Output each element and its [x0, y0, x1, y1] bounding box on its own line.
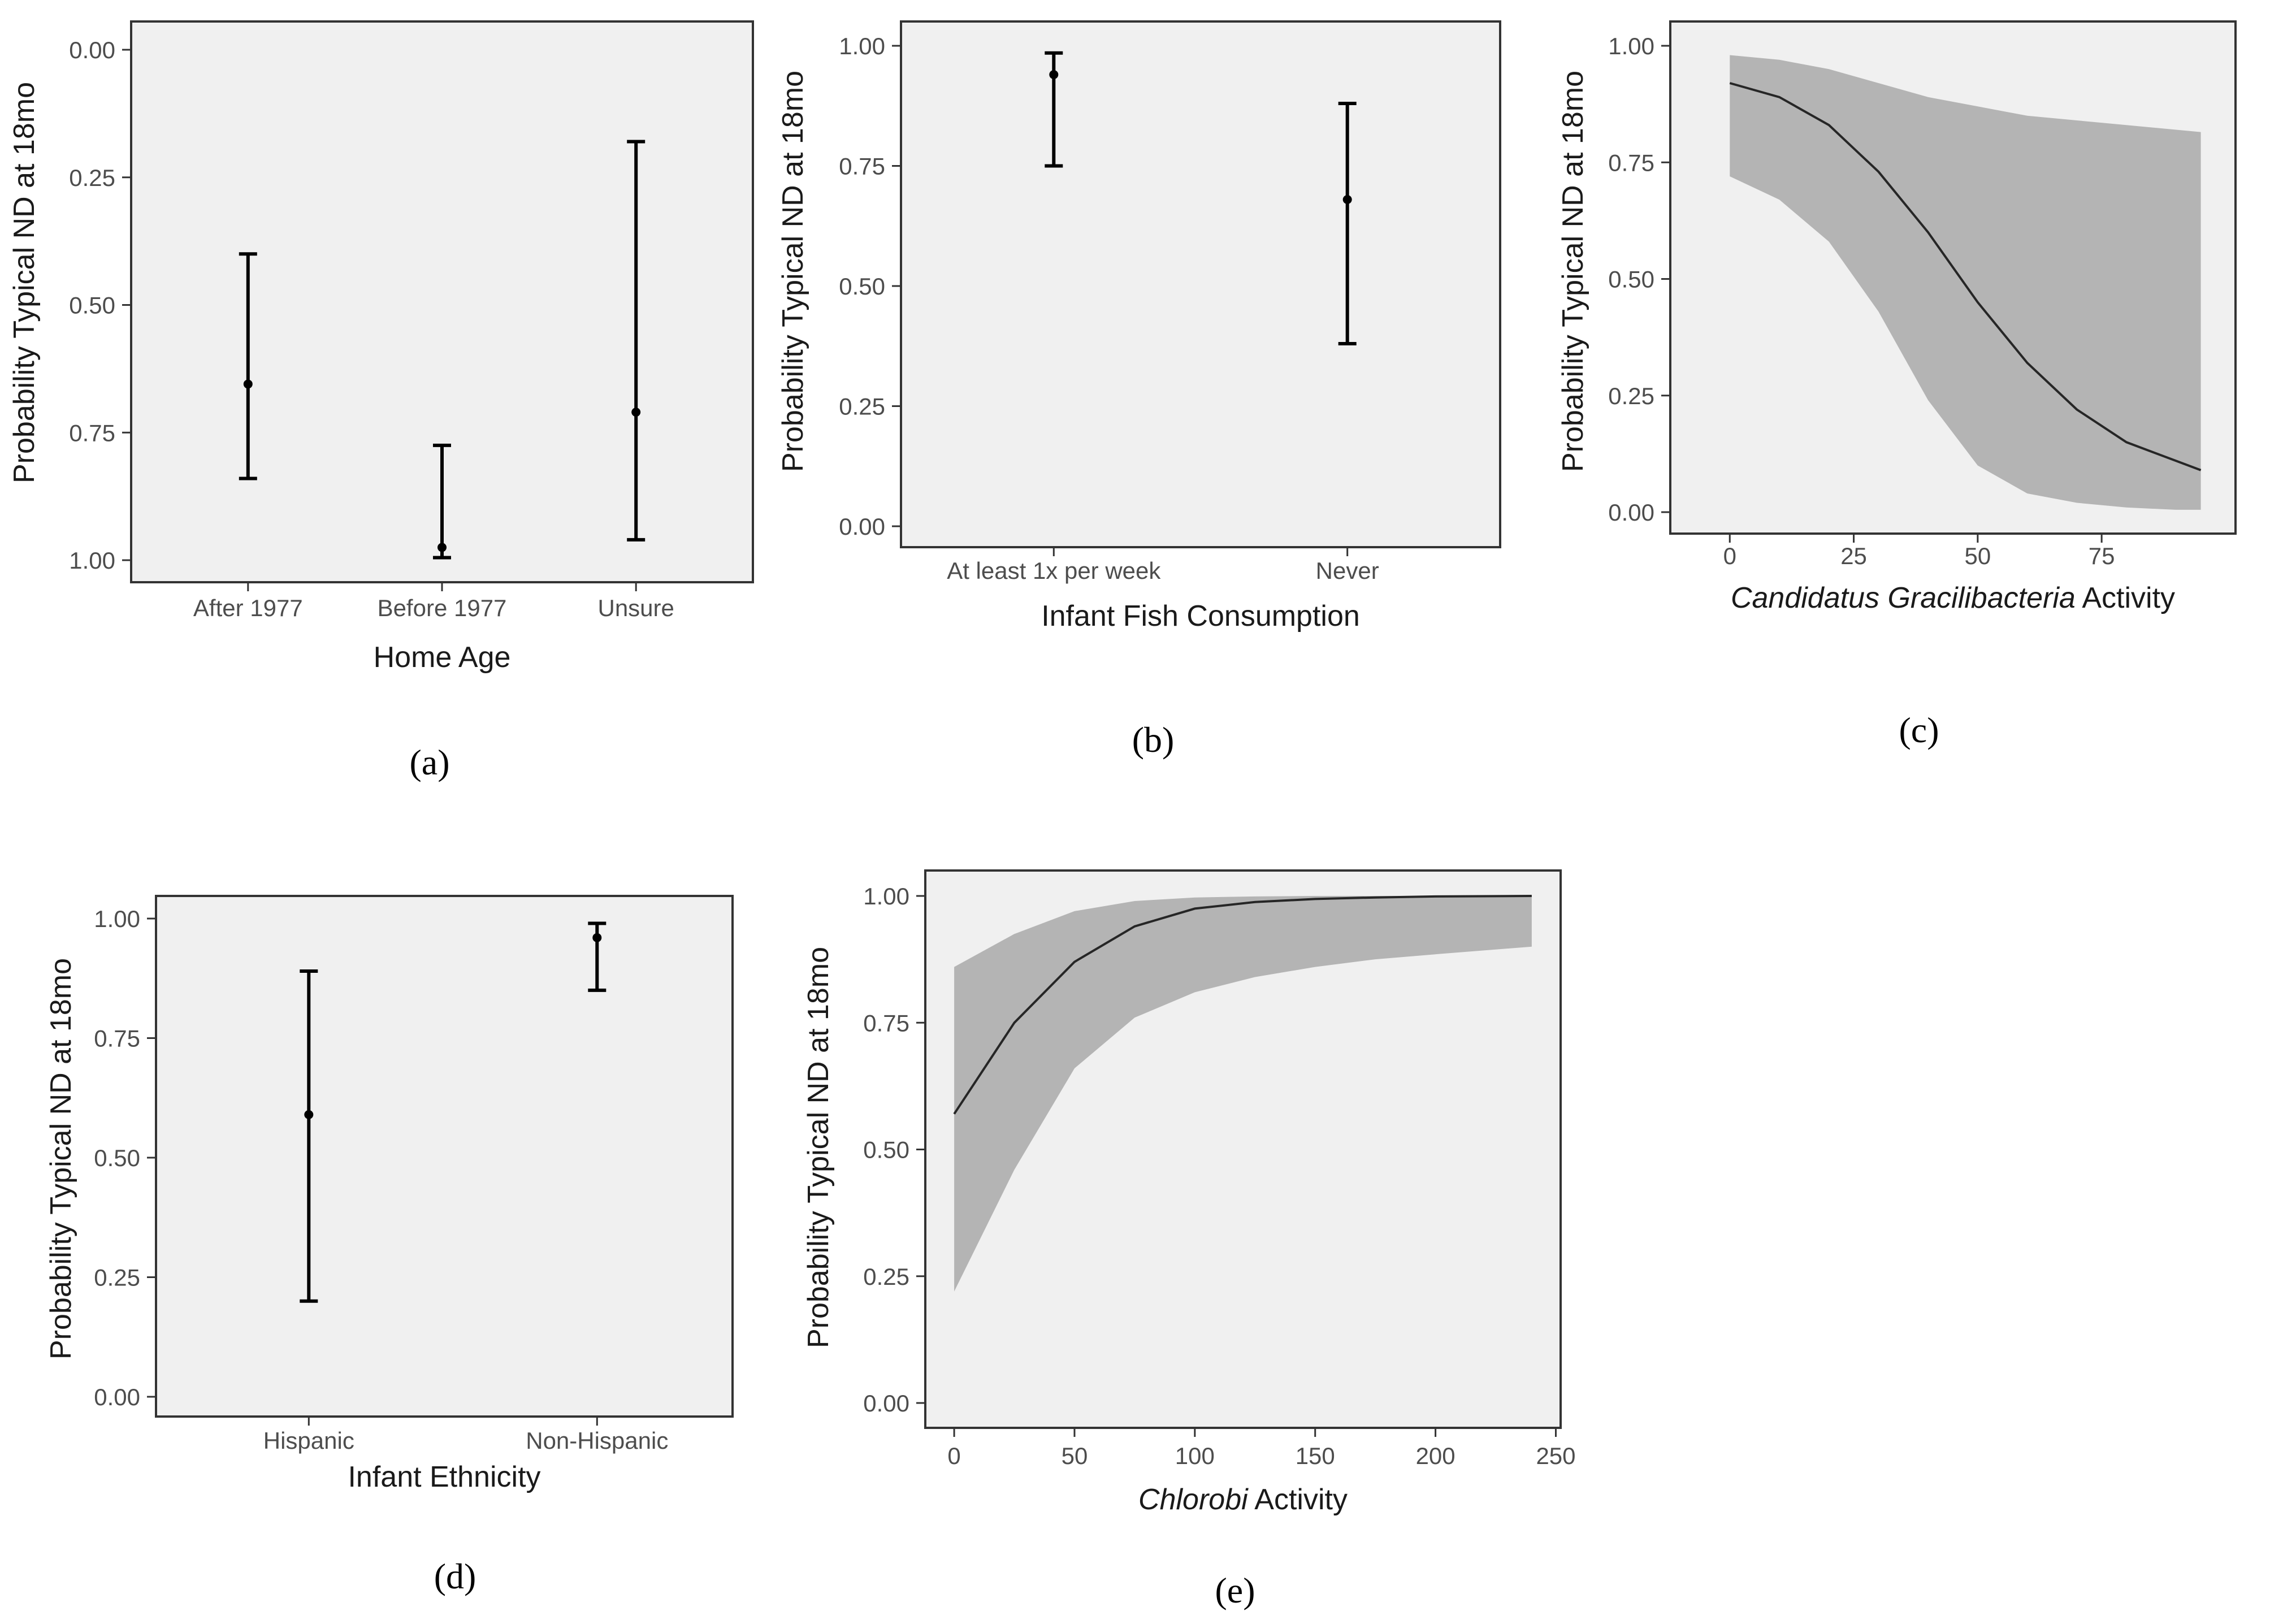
plot-area [900, 20, 1501, 548]
panel-a: 0.00 0.25 0.50 0.75 1.00 Probability Typical … [8, 20, 754, 782]
point-estimate [1342, 195, 1352, 204]
y-tick-label: 0.75 [839, 153, 885, 180]
point-estimate [1049, 70, 1059, 79]
x-tick-label: Non-Hispanic [526, 1427, 668, 1454]
x-tick-label: 0 [1723, 543, 1736, 569]
point-estimate [304, 1110, 314, 1119]
y-tick-label: 0.75 [94, 1025, 140, 1052]
plot-area [155, 895, 734, 1418]
y-tick-label: 0.00 [94, 1384, 140, 1410]
fitted-line [953, 895, 1532, 1115]
x-axis-title-italic: Chlorobi [1138, 1483, 1249, 1516]
fitted-line [1729, 82, 2202, 471]
y-tick-label: 0.75 [1608, 149, 1654, 176]
confidence-band [954, 896, 1532, 1292]
x-tick-label: 25 [1840, 543, 1867, 569]
panel-c: 0.00 0.25 0.50 0.75 1.00 Probability Typical … [1557, 20, 2237, 750]
y-axis-title: Probability Typical ND at 18mo [802, 947, 835, 1348]
y-tick-label: 1.00 [69, 547, 115, 574]
panel-label: (c) [1899, 710, 1939, 750]
x-axis-title: Chlorobi Activity [1138, 1483, 1348, 1516]
y-tick-label: 0.50 [1608, 266, 1654, 293]
x-tick-label: 100 [1175, 1443, 1215, 1469]
y-tick-label: 0.00 [863, 1390, 909, 1417]
x-tick-label: 200 [1416, 1443, 1455, 1469]
y-axis-title: Probability Typical ND at 18mo [1557, 71, 1589, 472]
panel-label: (b) [1132, 720, 1175, 760]
point-estimate [243, 379, 253, 389]
confidence-band [1730, 55, 2201, 510]
y-tick-label: 0.75 [69, 419, 115, 446]
y-tick-label: 1.00 [863, 883, 909, 910]
x-axis-title: Infant Ethnicity [348, 1461, 540, 1493]
x-tick-label: Hispanic [263, 1427, 354, 1454]
y-tick-label: 1.00 [839, 33, 885, 59]
x-axis-title-rest: Activity [1248, 1483, 1348, 1516]
x-tick-label: 150 [1296, 1443, 1335, 1469]
panel-label: (e) [1215, 1570, 1255, 1610]
y-tick-label: 0.50 [94, 1145, 140, 1171]
y-tick-label: 0.50 [863, 1137, 909, 1163]
panel-b: 0.00 0.25 0.50 0.75 1.00 Probability Typical … [777, 20, 1501, 760]
y-tick-label: 1.00 [1608, 33, 1654, 59]
x-tick-label: 0 [947, 1443, 960, 1469]
y-axis-title: Probability Typical ND at 18mo [777, 71, 809, 472]
x-tick-label: Unsure [597, 595, 674, 621]
x-tick-label: 250 [1536, 1443, 1575, 1469]
x-tick-label: 75 [2089, 543, 2115, 569]
x-tick-label: At least 1x per week [947, 557, 1161, 584]
y-axis-title: Probability Typical ND at 18mo [8, 82, 41, 483]
y-tick-label: 0.75 [863, 1010, 909, 1036]
x-axis-title: Candidatus Gracilibacteria Activity [1731, 582, 2175, 614]
x-tick-label: 50 [1062, 1443, 1088, 1469]
panel-label: (a) [409, 742, 449, 782]
y-tick-label: 0.25 [69, 164, 115, 191]
y-tick-label: 0.25 [839, 393, 885, 420]
x-axis-title: Home Age [374, 641, 511, 674]
y-tick-label: 0.25 [1608, 383, 1654, 409]
panel-e: 0.00 0.25 0.50 0.75 1.00 Probability Typical … [802, 869, 1576, 1610]
y-tick-label: 0.00 [839, 513, 885, 540]
y-tick-label: 0.25 [94, 1264, 140, 1291]
panel-d: 0.00 0.25 0.50 0.75 1.00 Probability Typical … [45, 895, 734, 1596]
x-axis-title: Infant Fish Consumption [1041, 600, 1360, 633]
x-axis-title-rest: Activity [2076, 582, 2175, 614]
y-tick-label: 0.50 [839, 273, 885, 300]
y-tick-label: 0.25 [863, 1263, 909, 1290]
x-tick-label: Never [1316, 557, 1379, 584]
y-tick-label: 0.00 [1608, 499, 1654, 526]
panel-label: (d) [434, 1556, 476, 1596]
y-tick-label: 1.00 [94, 906, 140, 932]
y-tick-label: 0.00 [69, 37, 115, 63]
x-tick-label: 50 [1965, 543, 1991, 569]
point-estimate [437, 543, 447, 552]
y-tick-label: 0.50 [69, 292, 115, 319]
point-estimate [631, 408, 641, 417]
point-estimate [592, 933, 602, 942]
y-axis-title: Probability Typical ND at 18mo [45, 958, 77, 1359]
x-tick-label: After 1977 [193, 595, 303, 621]
x-tick-label: Before 1977 [378, 595, 507, 621]
x-axis-title-italic: Candidatus Gracilibacteria [1731, 582, 2076, 614]
